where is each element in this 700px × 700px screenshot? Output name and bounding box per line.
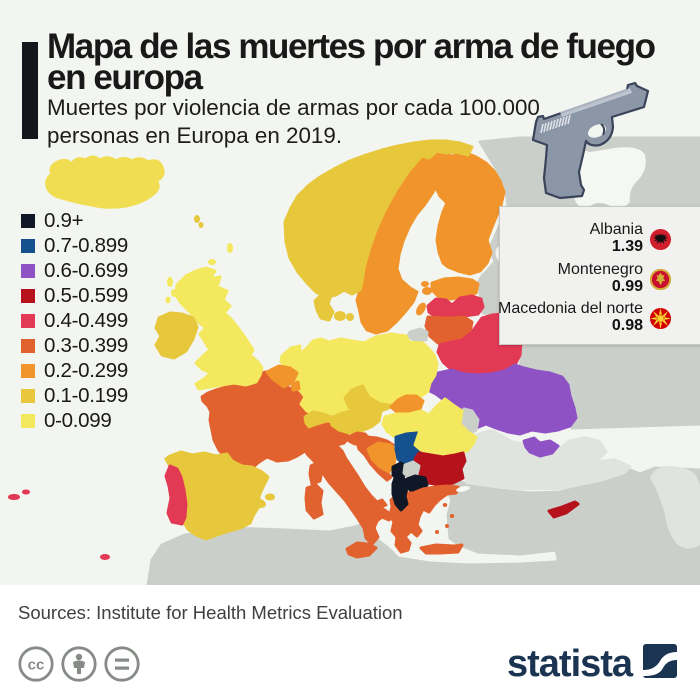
svg-text:statista: statista xyxy=(507,643,634,683)
svg-text:cc: cc xyxy=(28,657,45,674)
